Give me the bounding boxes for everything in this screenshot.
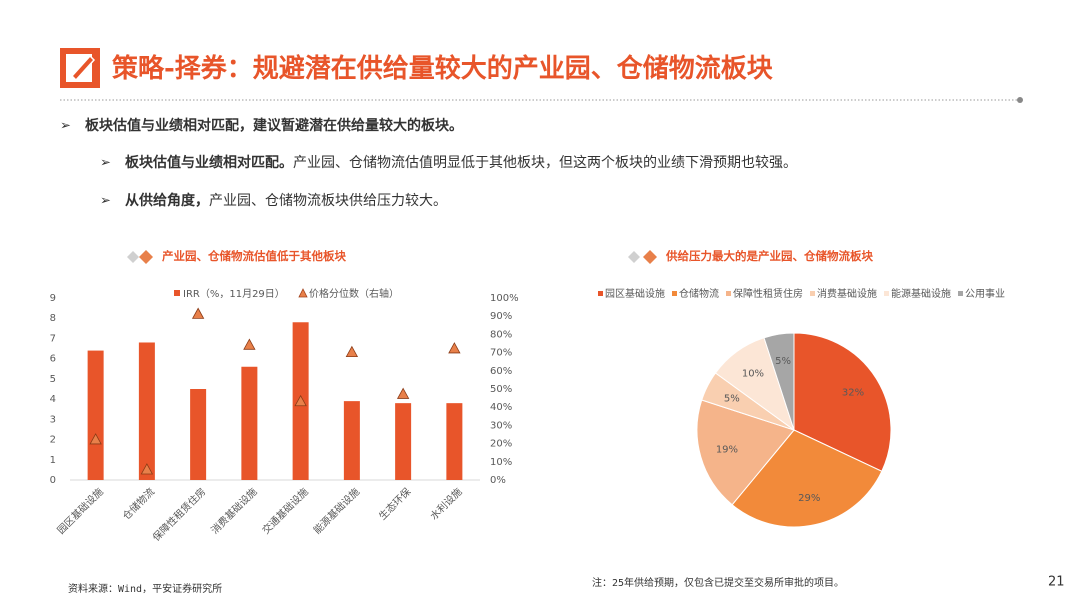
pie-slice <box>696 399 795 506</box>
legend-label: 公用事业 <box>965 287 1005 300</box>
pie-slice <box>763 332 795 431</box>
legend-label: 价格分位数（右轴） <box>309 287 399 300</box>
y-tick-label: 6 <box>50 354 56 365</box>
marker <box>89 433 102 445</box>
y-tick-label: 3 <box>50 414 56 425</box>
y-tick-label: 7 <box>50 333 56 344</box>
legend-label: 园区基础设施 <box>605 287 665 300</box>
x-tick-label: 园区基础设施 <box>54 485 106 537</box>
bullet-arrow: ➢ <box>100 156 111 171</box>
x-tick-label: 水利设施 <box>427 485 464 522</box>
bar <box>343 401 360 480</box>
y-tick-label: 2 <box>50 435 56 446</box>
bar <box>446 403 463 480</box>
x-tick-label: 消费基础设施 <box>208 485 260 537</box>
marker <box>140 463 154 475</box>
marker <box>345 345 359 357</box>
x-tick-label: 保障性租赁住房 <box>150 485 209 544</box>
y-tick-label: 5 <box>50 374 56 385</box>
y2-tick-label: 50% <box>490 384 512 395</box>
x-tick-label: 仓储物流 <box>120 485 157 522</box>
legend-label: 仓储物流 <box>679 287 719 300</box>
marker <box>448 342 461 354</box>
bullet-bold: 板块估值与业绩相对匹配。 <box>125 154 293 171</box>
data-label: 5% <box>775 356 791 367</box>
legend-swatch <box>598 291 603 296</box>
pie-slice <box>793 332 892 472</box>
y2-tick-label: 90% <box>490 311 512 322</box>
title-diamond <box>127 251 139 263</box>
bar <box>241 366 258 480</box>
page-number: 21 <box>1048 575 1065 590</box>
data-label: 10% <box>742 368 764 379</box>
x-tick-label: 交通基础设施 <box>259 485 311 537</box>
pie-slice <box>731 429 883 528</box>
bullet: 板块估值与业绩相对匹配。产业园、仓储物流估值明显低于其他板块，但这两个板块的业绩… <box>125 154 797 171</box>
y-tick-label: 8 <box>50 313 56 324</box>
y-tick-label: 1 <box>50 455 56 466</box>
rule-dot <box>1017 97 1023 103</box>
y-tick-label: 9 <box>50 293 56 304</box>
x-tick-label: 能源基础设施 <box>310 485 362 537</box>
y2-tick-label: 0% <box>490 475 506 486</box>
data-label: 5% <box>724 393 740 404</box>
marker <box>294 394 307 407</box>
legend-label: IRR（%，11月29日） <box>183 288 285 300</box>
y2-tick-label: 30% <box>490 420 512 431</box>
title-icon-pencil <box>70 54 96 82</box>
legend-swatch <box>672 291 677 296</box>
legend-swatch <box>298 288 308 298</box>
data-label: 19% <box>716 444 738 455</box>
footnote: 注：25年供给预期，仅包含已提交至交易所审批的项目。 <box>592 576 844 589</box>
legend-swatch <box>810 291 815 296</box>
x-tick-label: 生态环保 <box>376 485 413 522</box>
marker <box>243 338 256 350</box>
bullet-text: 产业园、仓储物流板块供给压力较大。 <box>209 193 447 209</box>
legend-swatch <box>726 291 731 296</box>
bullet-bold: 板块估值与业绩相对匹配，建议暂避潜在供给量较大的板块。 <box>85 117 463 134</box>
slide-title: 策略-择券：规避潜在供给量较大的产业园、仓储物流板块 <box>112 53 773 84</box>
y2-tick-label: 100% <box>490 293 519 304</box>
legend-label: 消费基础设施 <box>817 287 877 300</box>
bullet: 从供给角度，产业园、仓储物流板块供给压力较大。 <box>125 192 447 209</box>
y2-tick-label: 70% <box>490 348 512 359</box>
marker <box>191 307 205 319</box>
legend-swatch <box>958 291 963 296</box>
y2-tick-label: 20% <box>490 439 512 450</box>
chart-title: 供给压力最大的是产业园、仓储物流板块 <box>665 249 873 263</box>
source-note: 资料来源：Wind，平安证券研究所 <box>68 582 222 595</box>
bar <box>190 389 207 480</box>
title-diamond <box>139 250 153 264</box>
data-label: 29% <box>798 493 820 504</box>
y2-tick-label: 10% <box>490 457 512 468</box>
legend-label: 能源基础设施 <box>891 287 951 300</box>
bullet-arrow: ➢ <box>100 194 111 209</box>
bullet-text: 产业园、仓储物流估值明显低于其他板块，但这两个板块的业绩下滑预期也较强。 <box>293 154 797 171</box>
title-diamond <box>628 251 640 263</box>
legend-swatch <box>884 291 889 296</box>
data-label: 32% <box>842 388 864 399</box>
y-tick-label: 0 <box>50 475 56 486</box>
bullet: 板块估值与业绩相对匹配，建议暂避潜在供给量较大的板块。 <box>85 117 463 134</box>
legend-swatch <box>174 290 180 296</box>
bullet-bold: 从供给角度， <box>125 192 209 209</box>
y2-tick-label: 80% <box>490 329 512 340</box>
marker <box>396 387 410 399</box>
chart-title: 产业园、仓储物流估值低于其他板块 <box>162 249 346 263</box>
bar <box>138 342 155 480</box>
y-tick-label: 4 <box>50 394 56 405</box>
y2-tick-label: 60% <box>490 366 512 377</box>
bar <box>395 403 412 480</box>
y2-tick-label: 40% <box>490 402 512 413</box>
bar <box>87 350 104 480</box>
title-diamond <box>643 250 657 264</box>
bullet-arrow: ➢ <box>60 119 71 134</box>
legend-label: 保障性租赁住房 <box>733 287 803 300</box>
